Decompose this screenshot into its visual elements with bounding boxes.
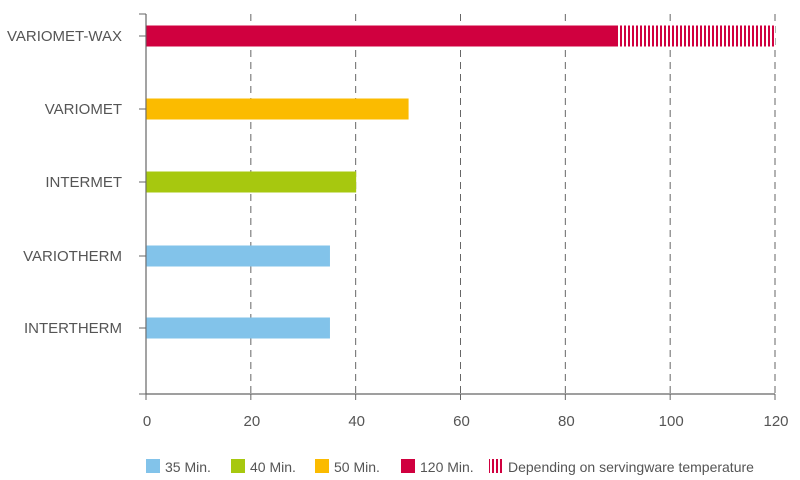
bars: [146, 25, 775, 339]
legend-label: 120 Min.: [420, 459, 474, 475]
category-label: INTERMET: [45, 174, 122, 191]
category-labels: VARIOMET-WAX VARIOMET INTERMET VARIOTHERM IN…: [7, 28, 122, 337]
legend-swatch: [146, 459, 160, 473]
legend-label: 40 Min.: [250, 459, 296, 475]
bar-extension-variomet-wax: [617, 25, 775, 47]
bar-variomet: [146, 98, 409, 120]
x-tick-label: 80: [558, 413, 575, 430]
legend: 35 Min. 40 Min. 50 Min. 120 Min. Depending o…: [146, 459, 754, 475]
legend-label: 50 Min.: [334, 459, 380, 475]
legend-label: 35 Min.: [165, 459, 211, 475]
legend-label: Depending on servingware temperature: [508, 459, 754, 475]
x-tick-label: 0: [143, 413, 151, 430]
legend-swatch: [401, 459, 415, 473]
category-label: VARIOMET-WAX: [7, 28, 122, 45]
legend-swatch: [489, 459, 503, 473]
category-label: INTERTHERM: [24, 320, 122, 337]
bar-variomet-wax: [146, 25, 619, 47]
x-tick-label: 20: [243, 413, 260, 430]
category-label: VARIOTHERM: [23, 248, 122, 265]
axes: [139, 13, 776, 400]
bar-intermet: [146, 171, 357, 193]
category-label: VARIOMET: [45, 101, 122, 118]
x-tick-labels: 0 20 40 60 80 100 120: [143, 413, 789, 430]
x-tick-label: 60: [453, 413, 470, 430]
x-tick-label: 120: [763, 413, 788, 430]
bar-intertherm: [146, 317, 330, 339]
legend-swatch: [231, 459, 245, 473]
x-tick-label: 100: [659, 413, 684, 430]
x-tick-label: 40: [348, 413, 365, 430]
bar-variotherm: [146, 245, 330, 267]
legend-swatch: [315, 459, 329, 473]
